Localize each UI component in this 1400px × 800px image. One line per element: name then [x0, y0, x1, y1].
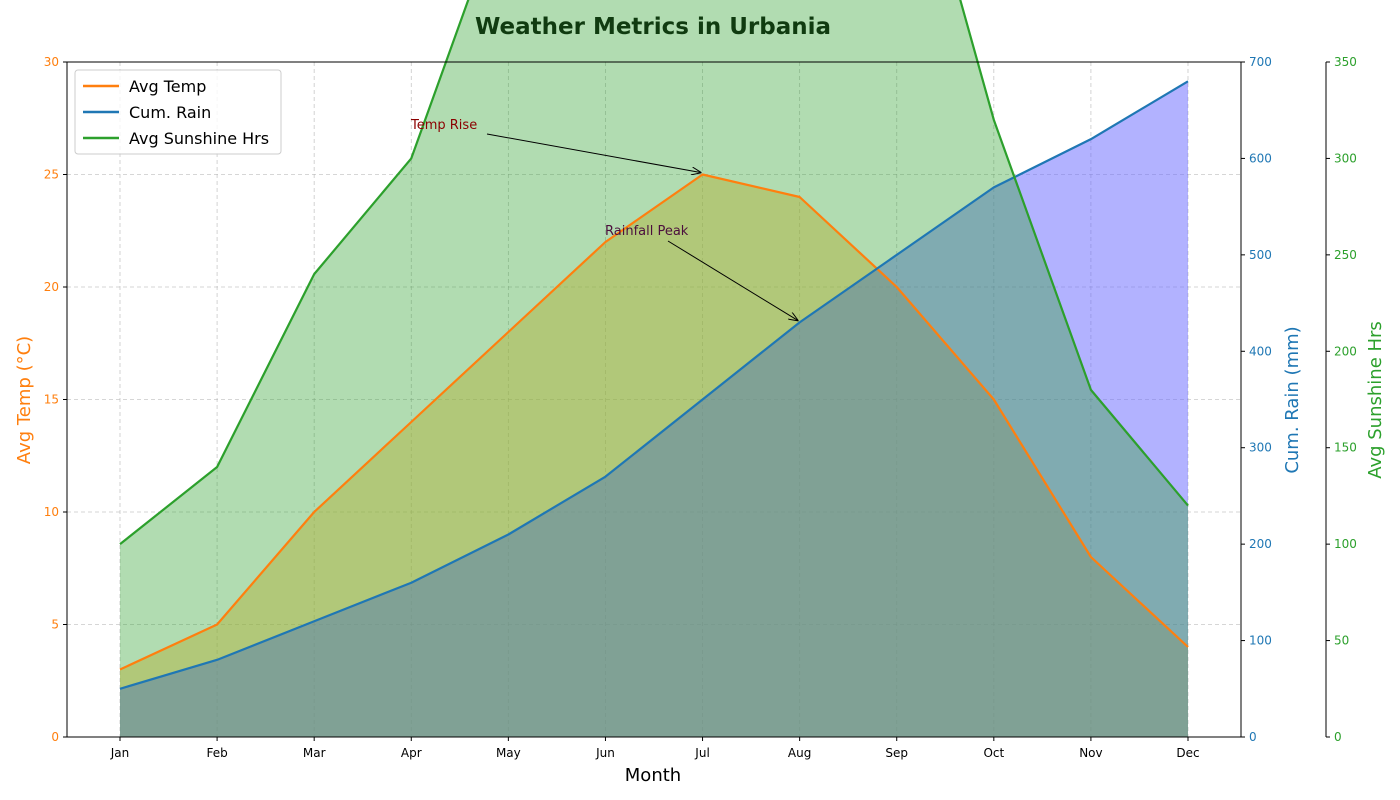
- y-outer-tick-label-150: 150: [1334, 441, 1357, 455]
- y-outer-tick-label-250: 250: [1334, 248, 1357, 262]
- y-right-tick-label-700: 700: [1249, 55, 1272, 69]
- chart-title: Weather Metrics in Urbania: [475, 14, 831, 40]
- series-line-avg-sunshine-hrs: [119, 0, 1189, 546]
- legend-box: [74, 69, 282, 155]
- x-axis-title: Month: [625, 765, 681, 786]
- area-fill-cum-rain: [120, 81, 1188, 738]
- y-axis-left: 0 5 10 15 20 25 30: [44, 55, 67, 744]
- y-outer-tick-label-0: 0: [1334, 730, 1342, 744]
- x-tick-label-may: May: [496, 746, 521, 760]
- y-outer-tick-label-50: 50: [1334, 634, 1349, 648]
- annotation-label-temp-rise: Temp Rise: [410, 118, 477, 133]
- y-left-tick-label-0: 0: [51, 730, 59, 744]
- y-left-tick-label-5: 5: [51, 618, 59, 632]
- y-outer-tick-label-300: 300: [1334, 151, 1357, 165]
- y-outer-tick-label-350: 350: [1334, 55, 1357, 69]
- y-axis-right: 0 100 200 300 400 500 600 700: [1241, 55, 1272, 744]
- legend-label-cum-rain: Cum. Rain: [129, 103, 211, 122]
- y-left-tick-label-25: 25: [44, 168, 59, 182]
- y-outer-tick-label-200: 200: [1334, 344, 1357, 358]
- y-right-tick-label-100: 100: [1249, 634, 1272, 648]
- x-tick-label-nov: Nov: [1079, 746, 1102, 760]
- x-tick-label-mar: Mar: [303, 746, 326, 760]
- y-axis-left-title: Avg Temp (°C): [14, 336, 35, 464]
- y-left-tick-label-15: 15: [44, 393, 59, 407]
- y-right-tick-label-300: 300: [1249, 441, 1272, 455]
- y-axis-right-title: Cum. Rain (mm): [1282, 326, 1303, 473]
- y-left-tick-label-30: 30: [44, 55, 59, 69]
- legend-label-avg-sunshine: Avg Sunshine Hrs: [129, 129, 269, 148]
- y-right-tick-label-200: 200: [1249, 537, 1272, 551]
- legend: Avg Temp Cum. Rain Avg Sunshine Hrs: [74, 69, 282, 155]
- x-tick-label-jun: Jun: [595, 746, 615, 760]
- y-axis-outer-title: Avg Sunshine Hrs: [1365, 321, 1386, 479]
- x-tick-label-dec: Dec: [1176, 746, 1199, 760]
- series-line-cum-rain: [119, 80, 1189, 690]
- x-tick-label-sep: Sep: [885, 746, 908, 760]
- annotation-arrow-rainfall-peak: [667, 240, 798, 320]
- y-right-tick-label-500: 500: [1249, 248, 1272, 262]
- y-right-tick-label-400: 400: [1249, 344, 1272, 358]
- y-left-tick-label-20: 20: [44, 280, 59, 294]
- annotations: Temp Rise Rainfall Peak: [410, 118, 798, 320]
- x-tick-label-jul: Jul: [694, 746, 709, 760]
- y-right-tick-label-600: 600: [1249, 151, 1272, 165]
- series-line-avg-temp: [119, 173, 1189, 671]
- annotation-arrow-temp-rise: [486, 133, 701, 173]
- series-fills: [120, 0, 1188, 738]
- area-fill-avg-sunshine-hrs: [120, 0, 1188, 737]
- legend-label-avg-temp: Avg Temp: [129, 77, 206, 96]
- x-tick-label-aug: Aug: [788, 746, 811, 760]
- series-lines: [119, 0, 1189, 690]
- y-right-tick-label-0: 0: [1249, 730, 1257, 744]
- x-tick-label-feb: Feb: [206, 746, 227, 760]
- y-axis-right-outer: 0 50 100 150 200 250 300 350: [1325, 55, 1357, 744]
- x-tick-label-oct: Oct: [983, 746, 1004, 760]
- y-outer-tick-label-100: 100: [1334, 537, 1357, 551]
- x-tick-label-apr: Apr: [401, 746, 422, 760]
- y-left-tick-label-10: 10: [44, 505, 59, 519]
- annotation-label-rainfall-peak: Rainfall Peak: [605, 224, 689, 239]
- x-tick-label-jan: Jan: [110, 746, 130, 760]
- x-axis: Jan Feb Mar Apr May Jun Jul Aug Sep Oct Nov Dec: [110, 737, 1200, 760]
